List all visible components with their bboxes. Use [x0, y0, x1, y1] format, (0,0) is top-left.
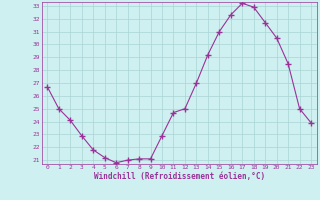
X-axis label: Windchill (Refroidissement éolien,°C): Windchill (Refroidissement éolien,°C)	[94, 172, 265, 181]
